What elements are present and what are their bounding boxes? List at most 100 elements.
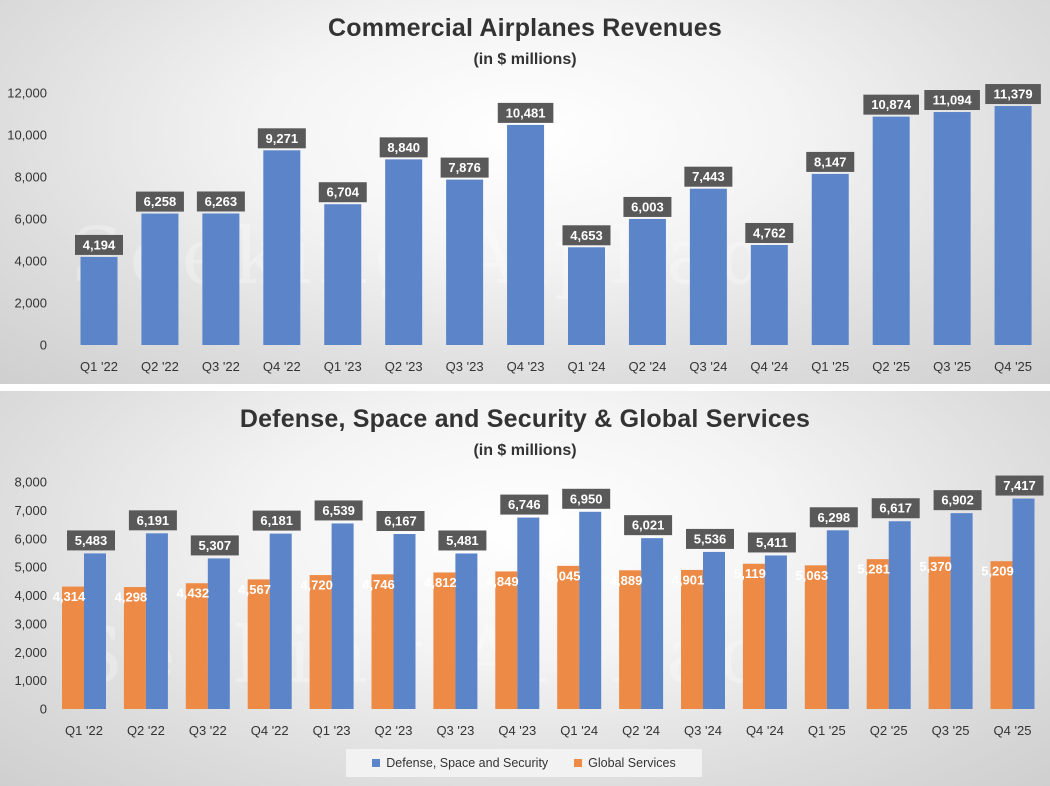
commercial-bar (750, 244, 788, 345)
legend-swatch-defense (372, 759, 381, 767)
defense-data-label: 5,411 (747, 532, 796, 553)
commercial-y-tick-label: 4,000 (14, 254, 47, 269)
global-services-data-label-text: 5,370 (919, 559, 952, 574)
defense-data-label-box (995, 475, 1044, 496)
defense-bar (393, 534, 416, 709)
commercial-y-tick-label: 0 (40, 338, 47, 353)
global-services-data-label-text: 4,314 (53, 589, 86, 604)
defense-data-label: 5,481 (438, 530, 487, 551)
defense-services-x-tick-label: Q3 '23 (436, 723, 474, 738)
commercial-data-label: 10,874 (863, 94, 919, 115)
global-services-data-label: 5,119 (734, 566, 766, 581)
defense-services-x-tick-label: Q3 '24 (684, 723, 722, 738)
defense-services-x-tick-label: Q4 '22 (251, 723, 289, 738)
defense-bar (579, 511, 602, 709)
defense-services-x-tick-label: Q2 '25 (870, 723, 908, 738)
defense-services-y-tick-label: 4,000 (14, 588, 47, 603)
defense-data-label-text: 5,481 (446, 533, 479, 548)
defense-data-label: 6,617 (871, 498, 920, 519)
commercial-x-tick-label: Q3 '22 (202, 359, 240, 374)
commercial-data-label-text: 4,194 (83, 237, 116, 252)
commercial-bar (324, 204, 362, 345)
global-services-bar (185, 583, 208, 709)
commercial-data-label: 7,443 (684, 166, 733, 187)
chart-subtitle-defense-services: (in $ millions) (473, 442, 577, 459)
commercial-y-tick-label: 12,000 (7, 86, 47, 101)
defense-services-y-tick-label: 0 (40, 702, 47, 717)
commercial-bar (933, 112, 971, 345)
commercial-data-label: 8,840 (379, 137, 428, 158)
commercial-data-label-text: 6,003 (631, 199, 664, 214)
commercial-x-tick-label: Q2 '22 (141, 359, 179, 374)
defense-data-label-text: 6,167 (384, 514, 417, 529)
defense-services-x-tick-label: Q1 '24 (560, 723, 598, 738)
defense-global-services-bar-chart: 0 1,000 2,000 3,000 4,000 5,000 6,000 7,000 8,00… (14, 475, 1044, 738)
defense-data-label: 6,298 (809, 507, 858, 528)
commercial-bar (446, 179, 484, 345)
commercial-y-tick-label: 2,000 (14, 296, 47, 311)
global-services-data-label: 4,889 (610, 573, 643, 588)
defense-data-label-text: 6,950 (570, 491, 603, 506)
defense-data-label-box (686, 528, 734, 549)
defense-data-label-text: 5,483 (75, 533, 108, 548)
commercial-data-label: 6,003 (623, 196, 672, 217)
commercial-bar (568, 247, 605, 345)
defense-data-label: 5,307 (190, 535, 239, 556)
global-services-data-label: 4,812 (424, 575, 457, 590)
commercial-data-label-box (440, 157, 489, 178)
defense-data-label-box (314, 500, 363, 521)
global-services-data-label: 5,281 (857, 562, 890, 577)
commercial-data-label-text: 9,271 (266, 131, 299, 146)
commercial-x-tick-label: Q4 '25 (994, 359, 1032, 374)
defense-data-label: 6,902 (933, 490, 982, 511)
commercial-x-tick-label: Q1 '23 (324, 359, 362, 374)
defense-services-x-tick-label: Q4 '25 (994, 723, 1032, 738)
global-services-data-label-text: 4,298 (115, 590, 148, 605)
defense-bar (331, 523, 354, 709)
defense-bar (455, 553, 478, 709)
defense-data-label-box (747, 532, 796, 553)
commercial-data-label: 9,271 (257, 128, 306, 149)
defense-data-label-text: 6,746 (508, 497, 541, 512)
defense-bar (517, 517, 540, 709)
legend-label-defense: Defense, Space and Security (386, 756, 549, 770)
commercial-bar (872, 116, 910, 345)
commercial-bar (385, 159, 423, 345)
defense-data-label-box (376, 511, 425, 532)
global-services-data-label-text: 4,720 (300, 578, 333, 593)
commercial-data-label-box (562, 225, 611, 246)
commercial-bar (689, 188, 727, 345)
defense-services-x-tick-label: Q1 '23 (313, 723, 351, 738)
defense-data-label-box (438, 530, 487, 551)
global-services-data-label: 4,567 (238, 582, 271, 597)
commercial-bar (141, 213, 179, 345)
commercial-data-label-box (257, 128, 306, 149)
global-services-data-label: 5,063 (796, 568, 829, 583)
global-services-data-label-text: 5,281 (857, 562, 890, 577)
defense-data-label-text: 6,021 (632, 518, 665, 533)
defense-services-x-tick-label: Q2 '22 (127, 723, 165, 738)
commercial-x-tick-label: Q2 '25 (872, 359, 910, 374)
global-services-bar (247, 579, 270, 709)
defense-data-label-text: 6,181 (260, 513, 293, 528)
global-services-data-label-text: 4,889 (610, 573, 643, 588)
commercial-y-tick-label: 6,000 (14, 212, 47, 227)
commercial-data-label-box (497, 102, 554, 123)
commercial-y-tick-label: 10,000 (7, 128, 47, 143)
defense-services-x-tick-label: Q1 '22 (65, 723, 103, 738)
defense-data-label-text: 5,411 (756, 535, 788, 550)
defense-services-x-tick-label: Q2 '23 (375, 723, 413, 738)
commercial-data-label: 7,876 (440, 157, 489, 178)
global-services-data-label-text: 4,849 (486, 574, 519, 589)
defense-data-label-box (190, 535, 239, 556)
global-services-bar (742, 563, 765, 709)
defense-data-label-box (933, 490, 982, 511)
global-services-bar (371, 574, 394, 709)
defense-bar (764, 555, 787, 709)
commercial-x-tick-label: Q4 '22 (263, 359, 301, 374)
commercial-bar (994, 106, 1032, 345)
commercial-data-label: 6,258 (135, 191, 184, 212)
chart-subtitle-commercial: (in $ millions) (473, 51, 577, 68)
commercial-data-label-text: 10,481 (506, 105, 546, 120)
